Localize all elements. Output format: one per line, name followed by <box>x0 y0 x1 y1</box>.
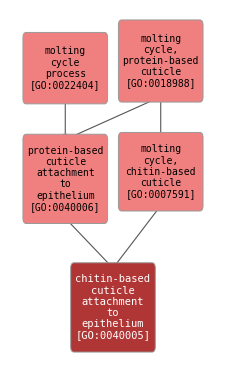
FancyBboxPatch shape <box>23 32 107 104</box>
Text: molting
cycle
process
[GO:0022404]: molting cycle process [GO:0022404] <box>30 46 100 90</box>
Text: molting
cycle,
chitin-based
cuticle
[GO:0007591]: molting cycle, chitin-based cuticle [GO:… <box>125 144 195 199</box>
FancyBboxPatch shape <box>118 20 202 102</box>
Text: chitin-based
cuticle
attachment
to
epithelium
[GO:0040005]: chitin-based cuticle attachment to epith… <box>75 275 150 340</box>
Text: protein-based
cuticle
attachment
to
epithelium
[GO:0040006]: protein-based cuticle attachment to epit… <box>27 146 103 212</box>
FancyBboxPatch shape <box>118 132 202 211</box>
FancyBboxPatch shape <box>23 134 107 224</box>
FancyBboxPatch shape <box>70 263 155 352</box>
Text: molting
cycle,
protein-based
cuticle
[GO:0018988]: molting cycle, protein-based cuticle [GO… <box>122 33 198 89</box>
